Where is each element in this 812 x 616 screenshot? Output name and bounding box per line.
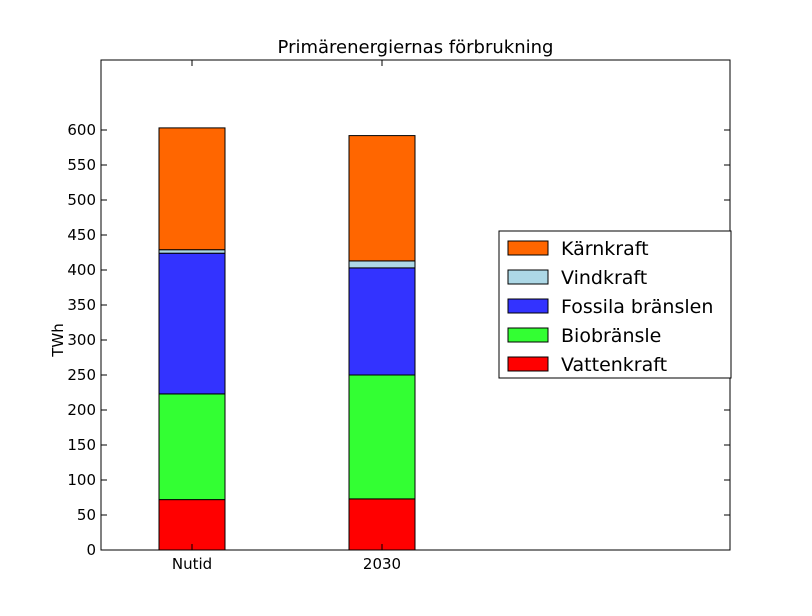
bar-nutid-kärnkraft — [158, 127, 226, 251]
bar-nutid-fossila-bränslen — [158, 252, 226, 395]
ticks-layer: 0 50 100 150 200 250 300 350 400 450 500 550 600 Nuti… — [67, 60, 730, 573]
legend-swatch — [507, 240, 549, 256]
y-tick-label: 550 — [67, 156, 96, 174]
bar-2030-biobränsle — [348, 374, 416, 500]
legend-label: Fossila bränslen — [561, 296, 713, 318]
y-tick-label: 500 — [67, 191, 96, 209]
legend-label: Kärnkraft — [561, 238, 649, 260]
legend-label: Biobränsle — [561, 325, 661, 347]
y-tick-label: 150 — [67, 436, 96, 454]
y-tick-label: 400 — [67, 261, 96, 279]
bar-2030-kärnkraft — [348, 135, 416, 262]
y-tick-label: 350 — [67, 296, 96, 314]
legend: Kärnkraft Vindkraft Fossila bränslen Biobrä… — [498, 230, 732, 379]
y-tick-label: 300 — [67, 331, 96, 349]
y-tick-label: 200 — [67, 401, 96, 419]
y-tick-label: 100 — [67, 471, 96, 489]
bar-nutid-vindkraft — [158, 249, 226, 254]
legend-swatch — [507, 327, 549, 343]
bar-2030-vattenkraft — [348, 498, 416, 551]
legend-swatch — [507, 298, 549, 314]
chart-title: Primärenergiernas förbrukning — [278, 37, 554, 58]
y-axis-label: TWh — [49, 323, 67, 358]
x-tick-label: 2030 — [363, 555, 401, 573]
x-tick-label: Nutid — [172, 555, 212, 573]
legend-swatch — [507, 269, 549, 285]
y-tick-label: 600 — [67, 121, 96, 139]
y-tick-label: 0 — [86, 541, 96, 559]
bar-2030-vindkraft — [348, 260, 416, 269]
bar-2030-fossila-bränslen — [348, 267, 416, 376]
legend-label: Vindkraft — [561, 267, 647, 289]
y-tick-label: 50 — [77, 506, 96, 524]
bars-layer — [158, 127, 416, 551]
y-tick-label: 450 — [67, 226, 96, 244]
y-tick-label: 250 — [67, 366, 96, 384]
legend-label: Vattenkraft — [561, 354, 667, 376]
bar-nutid-biobränsle — [158, 393, 226, 501]
bar-nutid-vattenkraft — [158, 499, 226, 551]
legend-swatch — [507, 356, 549, 372]
